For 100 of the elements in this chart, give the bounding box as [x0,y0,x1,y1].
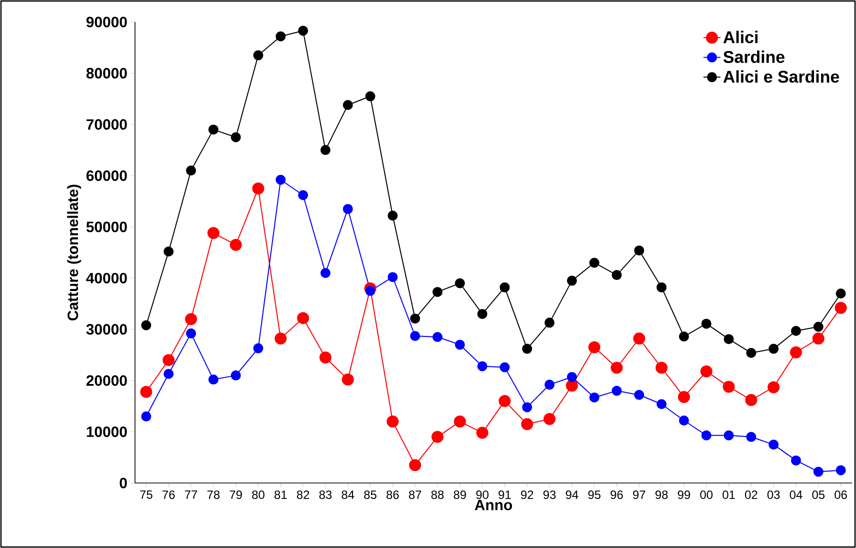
x-tick-label: 91 [498,490,511,499]
point [522,344,532,354]
x-tick-label: 01 [722,490,735,499]
point [656,362,668,374]
x-tick-label: 92 [521,490,534,499]
point [612,386,622,396]
point [342,100,353,110]
point [186,328,196,338]
x-tick-label: 85 [364,490,376,499]
x-tick-label: 06 [834,490,847,499]
point [276,174,286,185]
point [454,278,465,288]
y-tick-label: 0 [120,478,127,488]
x-tick-label: 00 [700,490,713,499]
x-tick-label: 05 [812,490,825,499]
point [477,308,488,319]
x-tick-label: 89 [454,490,466,499]
point [207,227,220,240]
y-axis-title: Catture (tonnellate) [67,184,82,320]
point [454,340,465,350]
point [701,430,712,440]
point [768,344,779,354]
x-tick-label: 81 [274,490,287,499]
point [164,246,174,256]
point [253,50,264,60]
point [701,318,712,329]
point [141,411,152,422]
point [140,386,152,398]
x-tick-label: 83 [319,490,332,499]
point [320,145,330,156]
point [724,334,734,344]
point [230,370,241,380]
y-tick-label: 80000 [86,68,127,79]
point [432,286,442,297]
point [431,430,444,443]
point [768,381,780,394]
x-axis-title: Anno [474,500,512,510]
point [678,416,689,426]
point [521,418,534,430]
y-tick-label: 20000 [86,375,127,386]
legend-label: Alici [723,30,758,44]
x-tick-label: 77 [184,490,198,499]
point [813,322,824,332]
point [589,258,600,268]
point [633,332,646,345]
point [252,182,264,194]
point [836,288,846,298]
point [410,330,420,341]
point [724,430,734,440]
x-tick-label: 97 [633,490,646,499]
point [164,368,174,379]
x-tick-label: 94 [566,490,578,499]
point [185,313,198,326]
x-tick-label: 03 [767,490,780,499]
point [566,276,577,286]
point [230,132,241,142]
x-tick-label: 88 [431,490,444,499]
point [476,426,488,439]
point [612,270,622,280]
point [342,374,354,386]
point [678,332,689,342]
point [388,272,398,282]
point [700,365,712,378]
point [589,392,600,402]
point [342,204,353,214]
point [813,466,824,477]
y-tick-label: 60000 [86,170,127,181]
point [365,91,376,102]
legend-label: Alici e Sardine [723,70,840,83]
x-tick-label: 87 [408,490,422,499]
point [812,332,824,345]
point [141,320,152,330]
point [768,440,779,450]
point [566,380,578,392]
point [298,190,308,200]
point [386,416,399,428]
x-tick-label: 95 [588,490,600,499]
point [319,352,332,364]
point [276,31,286,42]
point [477,361,488,372]
x-tick-label: 99 [678,490,690,499]
point [656,399,667,410]
point [388,210,398,221]
point [454,416,466,428]
point [746,348,756,358]
point [656,282,667,292]
y-tick-label: 90000 [86,16,127,28]
x-tick-label: 04 [790,490,802,499]
point [544,318,555,328]
point [500,282,510,292]
point [320,268,330,278]
point [722,380,735,393]
point [230,238,242,251]
x-tick-label: 75 [140,490,152,499]
point [745,394,758,406]
x-tick-label: 98 [655,490,668,499]
point [410,314,420,324]
y-tick-label: 70000 [86,119,127,130]
point [588,341,600,354]
x-tick-label: 02 [745,490,758,499]
